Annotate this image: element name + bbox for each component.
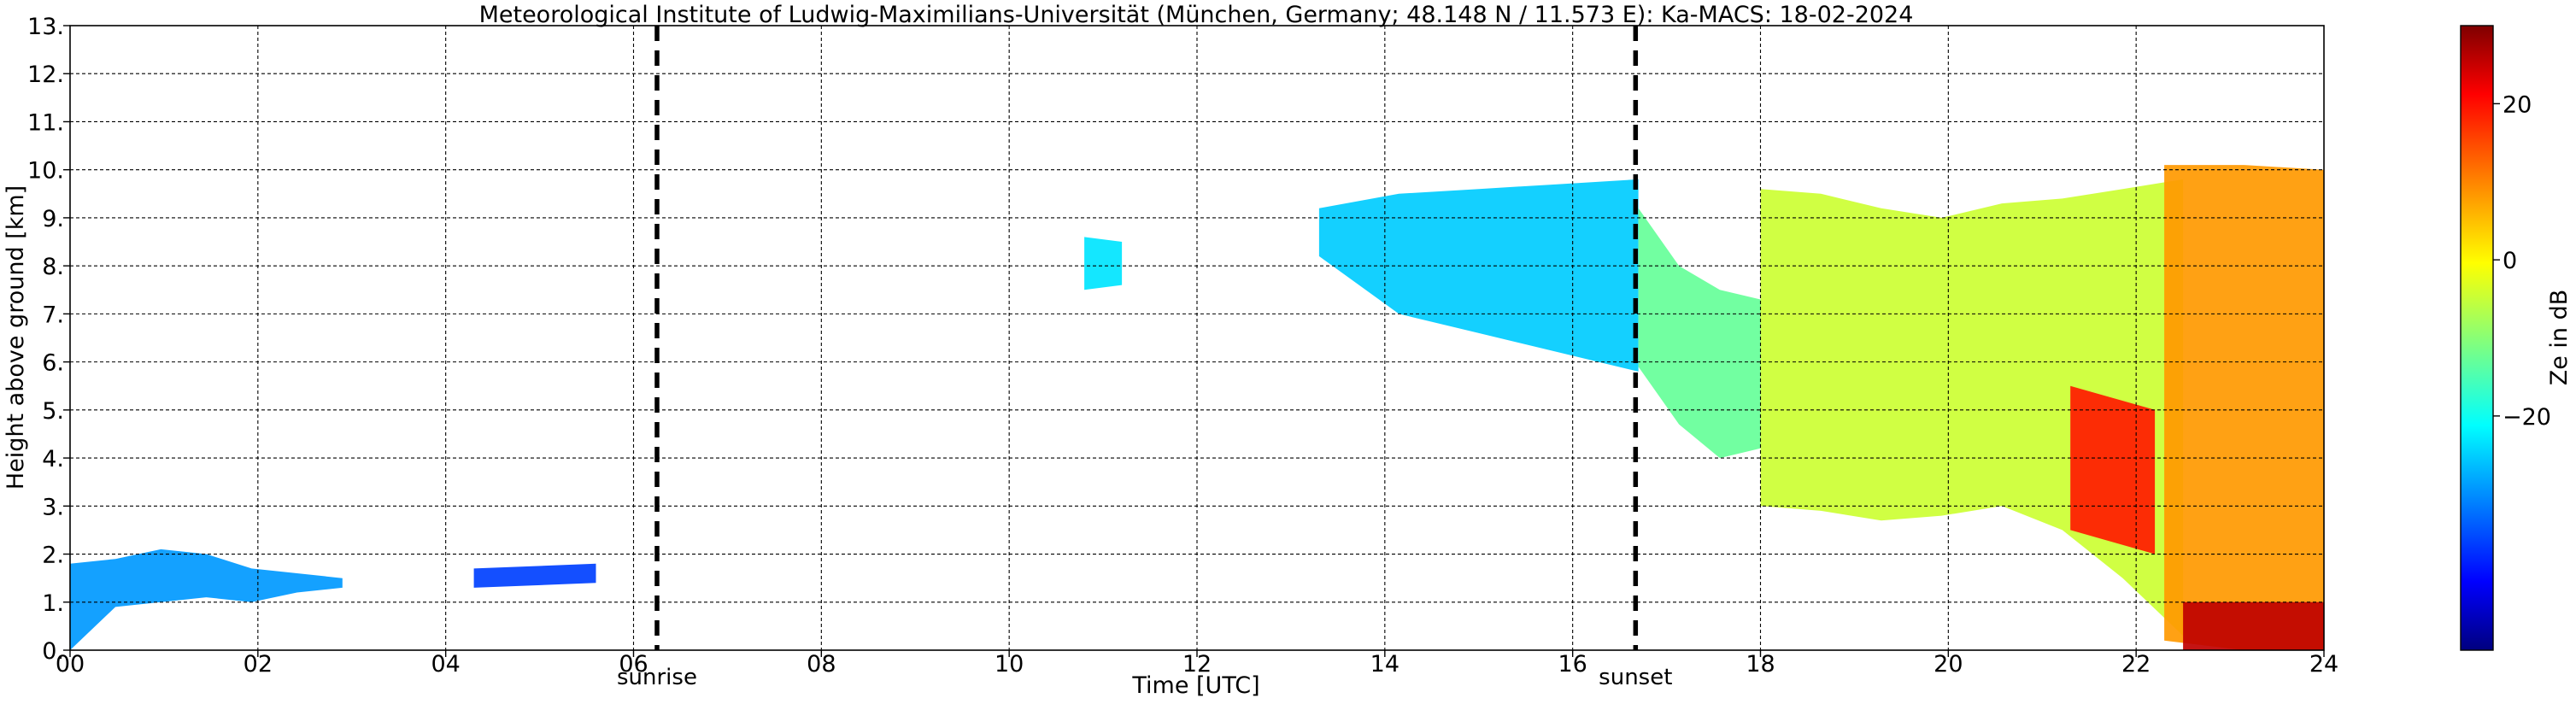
y-axis-label: Height above ground [km] [3, 185, 29, 490]
y-axis-ticks: 0. 1. 2. 3. 4. 5. 6. 7. 8. 9. 10. 11. 12. 13. [27, 14, 70, 665]
x-tick-label: 10 [995, 651, 1024, 678]
x-axis-ticks: 00 02 04 06 08 10 12 14 16 18 20 22 24 [56, 650, 2338, 678]
colorbar-ticks: −20 0 20 [2493, 91, 2551, 431]
y-tick-label: 8. [42, 254, 64, 280]
chart-title: Meteorological Institute of Ludwig-Maxim… [479, 2, 1914, 28]
x-tick-label: 08 [807, 651, 836, 678]
y-tick-label: 12. [27, 62, 64, 88]
colorbar-tick-label: 20 [2503, 91, 2532, 118]
x-tick-label: 02 [244, 651, 273, 678]
y-tick-label: 11. [27, 109, 64, 136]
y-tick-label: 2. [42, 543, 64, 569]
colorbar-gradient [2461, 26, 2493, 650]
echo-region [70, 549, 343, 650]
x-tick-label: 14 [1370, 651, 1399, 678]
y-tick-label: 10. [27, 158, 64, 185]
x-tick-label: 16 [1558, 651, 1587, 678]
y-tick-label: 4. [42, 446, 64, 472]
y-tick-label: 9. [42, 206, 64, 232]
x-tick-label: 20 [1933, 651, 1963, 678]
echo-region [1638, 208, 1761, 459]
x-tick-label: 12 [1182, 651, 1212, 678]
grid-lines [70, 26, 2324, 650]
echo-region [2070, 385, 2156, 554]
x-tick-label: 06 [619, 651, 648, 678]
x-tick-label: 04 [431, 651, 460, 678]
x-tick-label: 18 [1746, 651, 1775, 678]
sun-marker-label: sunset [1599, 665, 1672, 690]
x-tick-label: 22 [2121, 651, 2151, 678]
y-tick-label: 7. [42, 302, 64, 328]
x-axis-label: Time [UTC] [1131, 672, 1259, 699]
echo-region [1084, 237, 1123, 290]
sun-markers: sunrise sunset [617, 26, 1672, 690]
y-tick-label: 6. [42, 350, 64, 377]
x-tick-label: 00 [56, 651, 85, 678]
echo-region [2183, 601, 2324, 650]
colorbar-label: Ze in dB [2546, 290, 2573, 386]
echo-region [1318, 179, 1639, 372]
y-tick-label: 5. [42, 398, 64, 425]
colorbar: −20 0 20 Ze in dB [2460, 25, 2573, 651]
y-tick-label: 13. [27, 14, 64, 40]
y-tick-label: 1. [42, 590, 64, 617]
sun-marker-label: sunrise [617, 665, 697, 690]
colorbar-frame [2460, 25, 2494, 651]
y-tick-label: 0. [42, 638, 64, 665]
colorbar-tick-label: −20 [2503, 404, 2551, 431]
colorbar-tick-label: 0 [2503, 248, 2517, 274]
y-tick-label: 3. [42, 494, 64, 520]
echo-region [2164, 165, 2324, 650]
echo-region [473, 563, 596, 588]
x-tick-label: 24 [2309, 651, 2338, 678]
reflectivity-field [70, 165, 2324, 650]
